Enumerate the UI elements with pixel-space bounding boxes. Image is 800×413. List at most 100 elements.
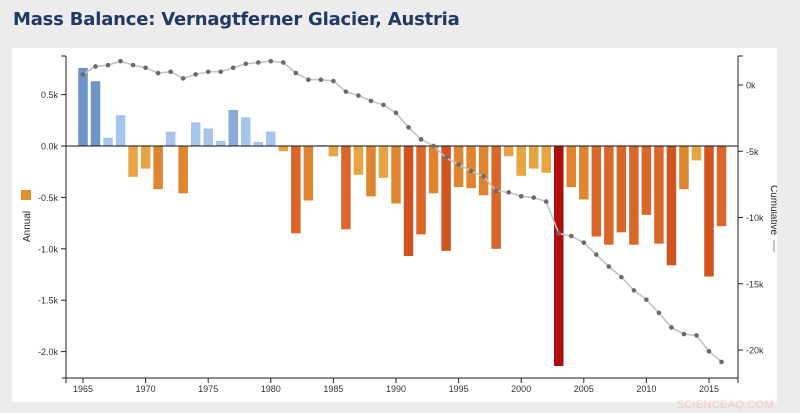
bar-1967[interactable]	[103, 137, 113, 146]
point-1997[interactable]	[481, 174, 486, 179]
bar-2016[interactable]	[716, 146, 727, 227]
point-1995[interactable]	[456, 162, 461, 167]
bar-1996[interactable]	[466, 146, 476, 189]
point-1994[interactable]	[443, 155, 449, 161]
point-1977[interactable]	[230, 65, 236, 71]
point-1969[interactable]	[130, 62, 136, 68]
point-2004[interactable]	[568, 233, 574, 239]
point-1985[interactable]	[331, 78, 336, 84]
point-1986[interactable]	[343, 89, 349, 94]
point-1970[interactable]	[143, 65, 148, 71]
point-1999[interactable]	[506, 190, 511, 195]
point-2005[interactable]	[581, 240, 587, 245]
bar-1975[interactable]	[203, 128, 213, 146]
bar-1974[interactable]	[190, 122, 201, 146]
point-1972[interactable]	[168, 69, 173, 75]
bar-1982[interactable]	[291, 146, 301, 234]
bar-2000[interactable]	[516, 146, 526, 176]
bar-1993[interactable]	[428, 146, 439, 194]
point-2003[interactable]	[556, 231, 562, 236]
bar-1986[interactable]	[341, 146, 351, 230]
bar-2015[interactable]	[704, 146, 714, 277]
bar-1985[interactable]	[328, 146, 339, 157]
bar-1981[interactable]	[278, 146, 289, 152]
bar-1988[interactable]	[366, 146, 376, 197]
bar-1972[interactable]	[165, 131, 176, 146]
bar-1999[interactable]	[503, 146, 514, 157]
point-2001[interactable]	[531, 195, 537, 200]
point-1990[interactable]	[393, 110, 399, 116]
bar-1992[interactable]	[416, 146, 426, 235]
bar-1980[interactable]	[266, 131, 276, 146]
bar-1989[interactable]	[378, 146, 389, 178]
point-1996[interactable]	[468, 168, 474, 174]
bar-1968[interactable]	[115, 115, 126, 146]
point-1984[interactable]	[318, 77, 324, 82]
point-2009[interactable]	[631, 288, 637, 293]
point-2016[interactable]	[719, 359, 724, 365]
bar-2003[interactable]	[554, 146, 564, 366]
bar-2008[interactable]	[616, 146, 627, 233]
point-1992[interactable]	[418, 137, 424, 142]
bar-1987[interactable]	[353, 146, 364, 175]
point-1993[interactable]	[431, 143, 436, 149]
bar-2006[interactable]	[591, 146, 602, 237]
point-1973[interactable]	[180, 76, 186, 81]
point-1979[interactable]	[255, 60, 261, 65]
bar-1969[interactable]	[128, 146, 138, 177]
bar-1976[interactable]	[215, 140, 226, 146]
point-2011[interactable]	[656, 310, 662, 316]
bar-1994[interactable]	[441, 146, 451, 251]
point-2002[interactable]	[543, 199, 549, 204]
bar-1970[interactable]	[140, 146, 151, 169]
point-2013[interactable]	[681, 331, 687, 337]
bar-1984[interactable]	[316, 144, 326, 146]
bar-2002[interactable]	[541, 146, 551, 173]
bar-2014[interactable]	[691, 146, 702, 161]
bar-1998[interactable]	[491, 146, 501, 249]
bar-2004[interactable]	[566, 146, 577, 188]
bar-1966[interactable]	[90, 81, 101, 146]
bar-2011[interactable]	[654, 146, 664, 244]
bar-1991[interactable]	[403, 146, 414, 256]
point-1988[interactable]	[368, 98, 374, 104]
point-1968[interactable]	[118, 58, 123, 64]
bar-1978[interactable]	[241, 117, 251, 146]
point-2015[interactable]	[706, 349, 712, 354]
point-1967[interactable]	[105, 62, 111, 68]
bar-1983[interactable]	[303, 146, 314, 201]
bar-1977[interactable]	[228, 110, 238, 146]
bar-1997[interactable]	[478, 146, 489, 196]
bar-2009[interactable]	[629, 146, 639, 245]
point-1987[interactable]	[356, 93, 361, 98]
bar-2010[interactable]	[641, 146, 652, 215]
bar-1971[interactable]	[153, 146, 163, 190]
bar-1973[interactable]	[178, 146, 188, 194]
bar-2007[interactable]	[604, 146, 614, 245]
point-1989[interactable]	[381, 102, 386, 108]
point-2006[interactable]	[594, 252, 599, 257]
point-2000[interactable]	[518, 194, 524, 199]
point-1975[interactable]	[205, 69, 211, 75]
point-1965[interactable]	[80, 72, 86, 77]
bar-2013[interactable]	[679, 146, 689, 190]
bar-1979[interactable]	[253, 141, 264, 146]
point-1982[interactable]	[293, 70, 299, 76]
bar-2001[interactable]	[528, 146, 539, 169]
point-1971[interactable]	[155, 70, 161, 76]
point-1978[interactable]	[243, 61, 249, 67]
bar-1990[interactable]	[391, 146, 401, 204]
point-2010[interactable]	[644, 297, 649, 302]
point-2012[interactable]	[669, 325, 674, 330]
point-1983[interactable]	[306, 77, 311, 82]
point-1980[interactable]	[268, 58, 274, 64]
point-1976[interactable]	[218, 69, 224, 75]
bar-2005[interactable]	[579, 146, 589, 200]
bar-2012[interactable]	[666, 146, 677, 266]
point-1991[interactable]	[406, 125, 411, 130]
point-1981[interactable]	[281, 60, 286, 65]
point-2008[interactable]	[619, 274, 624, 280]
point-2007[interactable]	[606, 264, 612, 269]
point-2014[interactable]	[694, 333, 699, 338]
point-1998[interactable]	[493, 188, 499, 194]
